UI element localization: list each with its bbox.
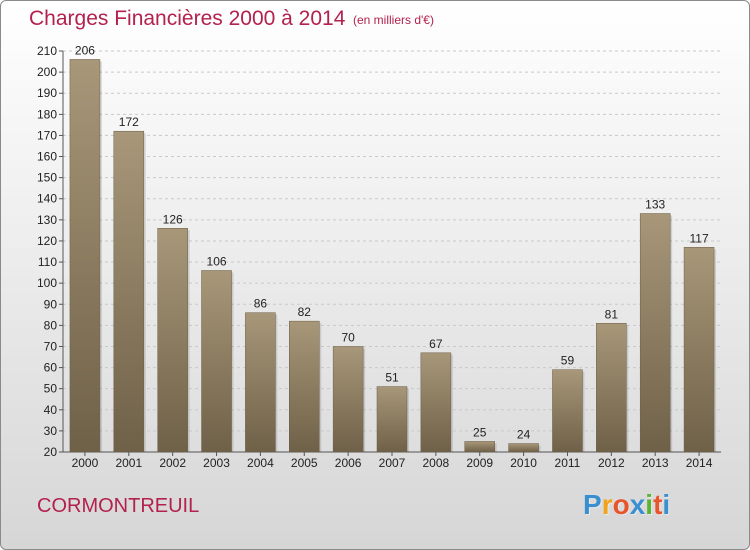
- y-tick-label: 150: [37, 171, 57, 185]
- bar-2013: [639, 213, 671, 453]
- x-tick-label-2014: 2014: [686, 456, 713, 470]
- x-tick-label-2001: 2001: [115, 456, 142, 470]
- value-label-2004: 86: [254, 297, 268, 311]
- y-tick-label: 70: [44, 339, 58, 353]
- value-labels: 206 172 126 106 86 82 70 51 67 25 24 59 81 133 117: [75, 43, 709, 441]
- x-tick-label-2011: 2011: [555, 456, 581, 470]
- logo-letter: i: [662, 489, 671, 520]
- y-tick-label: 110: [38, 255, 57, 269]
- value-label-2010: 24: [517, 428, 531, 442]
- bar-2005: [289, 320, 320, 453]
- x-tick-label-2012: 2012: [598, 456, 625, 470]
- bar-2000: [69, 59, 101, 453]
- y-tick-label: 130: [37, 213, 57, 227]
- value-label-2005: 82: [298, 305, 312, 319]
- bar-2008: [420, 352, 452, 453]
- bar-2002: [157, 228, 188, 453]
- logo-letter: i: [645, 489, 654, 520]
- bar-2011: [552, 369, 583, 453]
- x-axis: 2000 2001 2002 2003 2004 2005 2006 2007 2008 2009…: [63, 451, 721, 470]
- value-label-2001: 172: [119, 115, 139, 129]
- x-tick-label-2010: 2010: [510, 456, 537, 470]
- value-label-2002: 126: [163, 212, 183, 226]
- value-label-2003: 106: [207, 254, 227, 268]
- bar-2001: [113, 130, 145, 453]
- value-label-2000: 206: [75, 43, 95, 57]
- x-tick-label-2004: 2004: [247, 456, 274, 470]
- x-tick-label-2013: 2013: [642, 456, 669, 470]
- chart-title: Charges Financières 2000 à 2014: [29, 7, 346, 30]
- x-tick-label-2000: 2000: [72, 456, 99, 470]
- x-tick-label-2008: 2008: [423, 456, 450, 470]
- logo-letter: r: [601, 489, 613, 520]
- y-tick-label: 90: [44, 297, 58, 311]
- value-label-2014: 117: [689, 231, 708, 245]
- proxiti-logo: Proxiti: [583, 489, 670, 521]
- x-tick-label-2002: 2002: [159, 456, 186, 470]
- chart-subtitle: (en milliers d'€): [353, 13, 434, 27]
- x-tick-label-2009: 2009: [466, 456, 493, 470]
- y-tick-label: 200: [37, 65, 57, 79]
- bar-2014: [683, 247, 715, 453]
- bar-2012: [596, 323, 627, 453]
- y-tick-label: 160: [37, 150, 57, 164]
- bar-2009: [464, 441, 495, 453]
- x-tick-label-2003: 2003: [203, 456, 230, 470]
- bar-2004: [245, 312, 276, 453]
- bars: [69, 59, 717, 453]
- logo-letter: o: [612, 489, 630, 520]
- y-tick-label: 120: [37, 234, 57, 248]
- y-tick-label: 50: [44, 382, 58, 396]
- x-tick-label-2005: 2005: [291, 456, 318, 470]
- logo-letter: P: [583, 489, 602, 520]
- value-label-2006: 70: [341, 330, 355, 344]
- bar-2007: [376, 386, 408, 453]
- y-tick-label: 210: [37, 44, 57, 58]
- y-tick-label: 190: [37, 86, 57, 100]
- value-label-2013: 133: [645, 198, 665, 212]
- value-label-2008: 67: [429, 337, 443, 351]
- commune-name: CORMONTREUIL: [37, 495, 200, 517]
- value-label-2011: 59: [561, 354, 575, 368]
- bar-2006: [332, 346, 364, 453]
- x-tick-label-2007: 2007: [379, 456, 406, 470]
- value-label-2007: 51: [385, 371, 399, 385]
- y-tick-label: 60: [44, 361, 58, 375]
- y-tick-label: 180: [37, 107, 57, 121]
- y-axis: 20 30 40 50 60 70 80 90 100 110 120 130 140 150 160 170…: [37, 44, 64, 459]
- y-tick-label: 170: [37, 128, 57, 142]
- x-tick-label-2006: 2006: [335, 456, 362, 470]
- y-tick-label: 30: [44, 424, 58, 438]
- bar-2003: [201, 270, 232, 453]
- y-tick-label: 40: [44, 403, 58, 417]
- value-label-2012: 81: [605, 307, 619, 321]
- logo-letter: x: [629, 489, 646, 520]
- y-tick-label: 100: [37, 276, 57, 290]
- y-tick-label: 20: [44, 445, 58, 459]
- bar-2010: [508, 443, 539, 453]
- value-label-2009: 25: [473, 425, 487, 439]
- logo-letter: t: [653, 489, 663, 520]
- y-tick-label: 80: [44, 318, 58, 332]
- y-tick-label: 140: [37, 192, 57, 206]
